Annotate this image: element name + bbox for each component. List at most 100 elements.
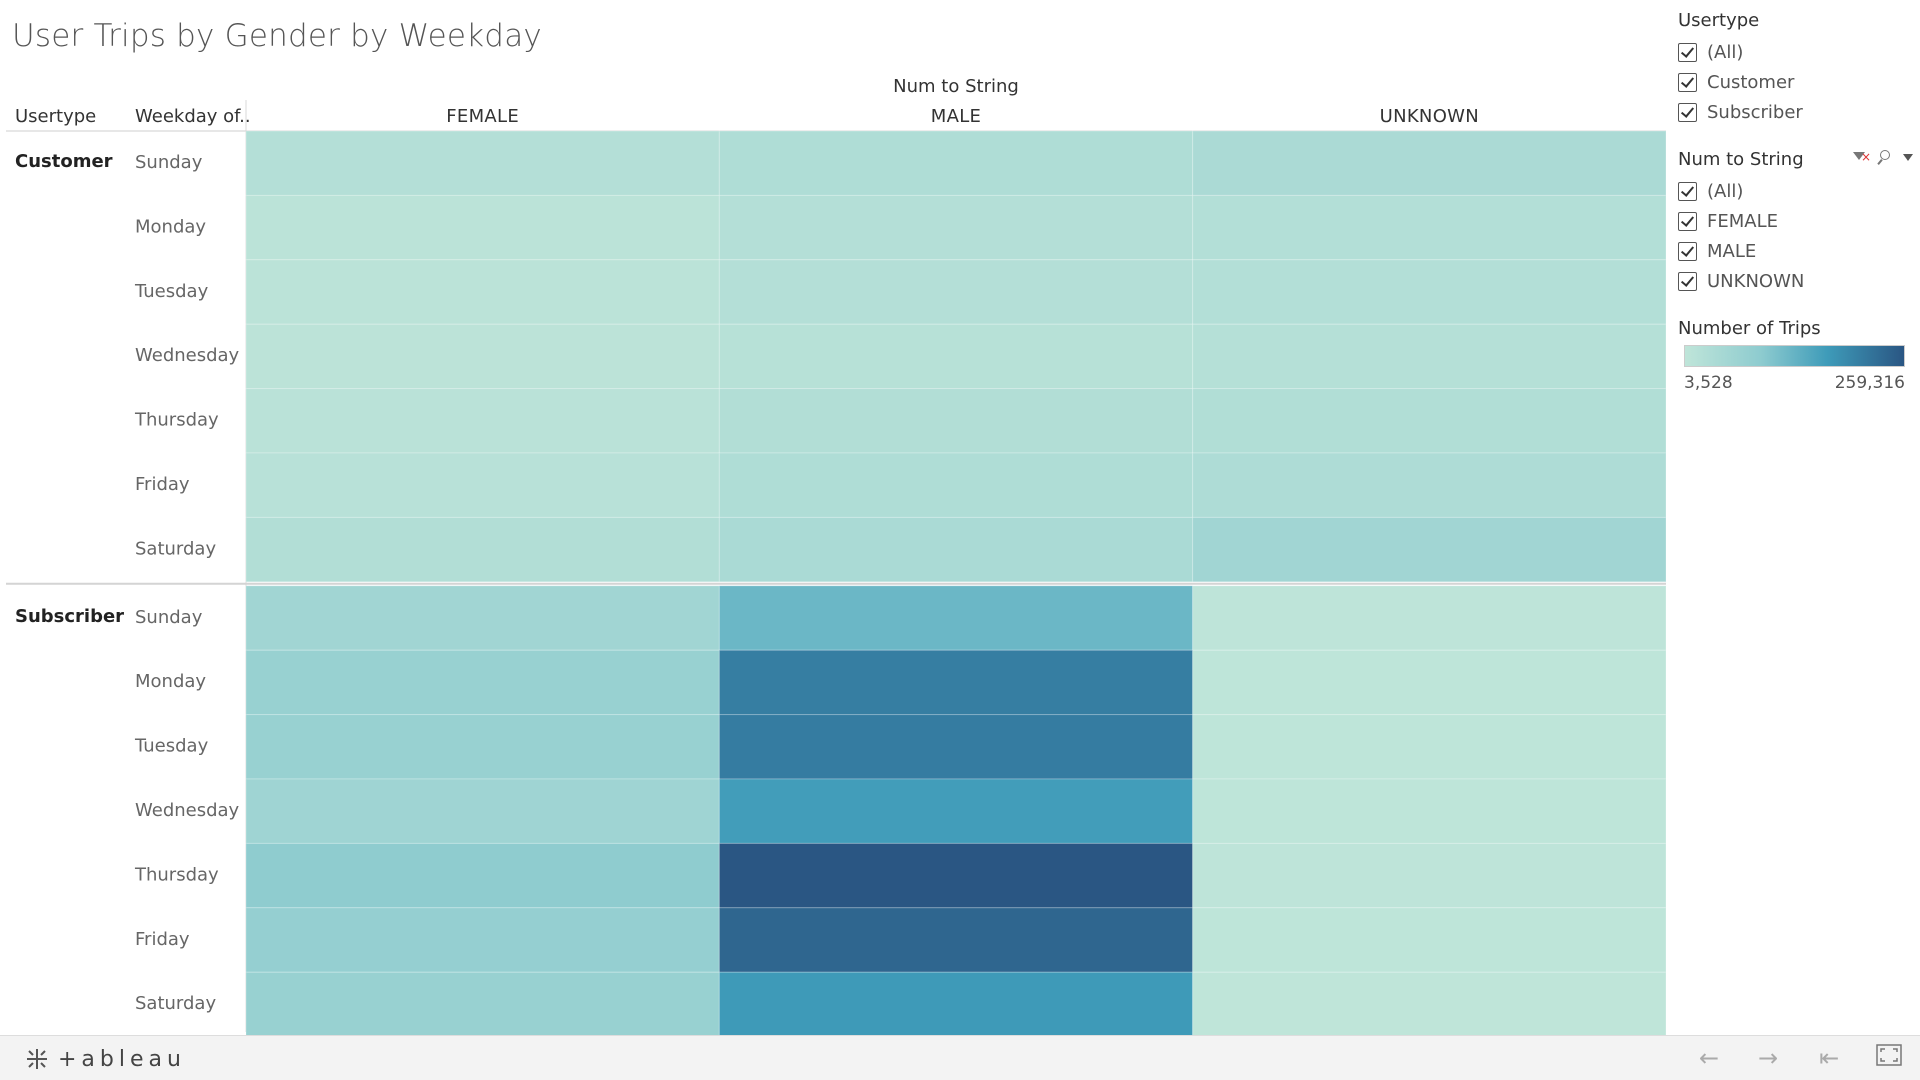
heatmap-cell[interactable]: Subscriber / Saturday / MALE: 175,000 [718, 971, 1194, 1035]
redo-icon[interactable]: → [1757, 1044, 1779, 1072]
heatmap-chart[interactable]: Customer Sunday Customer / Sunday / FEMALE… [0, 0, 1920, 1035]
heatmap-cell[interactable]: Subscriber / Sunday / MALE: 125,000 [718, 585, 1194, 651]
heatmap-cell[interactable]: Subscriber / Wednesday / UNKNOWN: 5,000 [1192, 778, 1667, 844]
heatmap-cell[interactable]: Customer / Friday / FEMALE: 16,000 [245, 452, 720, 518]
heatmap-cell[interactable]: Subscriber / Monday / MALE: 210,000 [718, 649, 1194, 716]
legend-range: 3,528 259,316 [1684, 373, 1905, 393]
heatmap-cell[interactable]: Customer / Sunday / MALE: 30,000 [718, 130, 1194, 196]
weekday-label: Saturday [135, 993, 216, 1014]
weekday-label: Saturday [135, 538, 216, 559]
bottom-toolbar: +ableau ← → ⇤ [0, 1035, 1920, 1080]
filter-option[interactable]: (All) [1678, 37, 1918, 67]
filter-option[interactable]: Subscriber [1678, 97, 1918, 127]
heatmap-cell[interactable]: Subscriber / Tuesday / FEMALE: 70,000 [245, 714, 720, 780]
weekday-label: Thursday [134, 410, 219, 431]
tableau-logo-icon [27, 1049, 47, 1069]
weekday-label: Monday [135, 216, 206, 237]
heatmap-cell[interactable]: Customer / Friday / UNKNOWN: 32,000 [1192, 452, 1667, 518]
heatmap-cell[interactable]: Customer / Friday / MALE: 30,000 [718, 452, 1194, 518]
tableau-logo[interactable]: +ableau [24, 1046, 186, 1072]
heatmap-cell[interactable]: Customer / Saturday / UNKNOWN: 55,000 [1192, 516, 1667, 583]
weekday-label: Thursday [134, 864, 219, 885]
heatmap-cell[interactable]: Customer / Tuesday / MALE: 23,000 [718, 259, 1194, 325]
undo-icon[interactable]: ← [1698, 1044, 1720, 1072]
checkbox-checked-icon[interactable] [1678, 271, 1697, 291]
heatmap-cell[interactable]: Customer / Wednesday / UNKNOWN: 20,000 [1192, 323, 1667, 390]
heatmap-cell[interactable]: Subscriber / Sunday / UNKNOWN: 6,000 [1192, 585, 1667, 651]
heatmap-cell[interactable]: Subscriber / Tuesday / MALE: 212,000 [718, 714, 1194, 780]
heatmap-cell[interactable]: Subscriber / Friday / UNKNOWN: 5,000 [1192, 907, 1667, 973]
fullscreen-icon-shape [1876, 1044, 1902, 1066]
color-legend: Number of Trips 3,528 259,316 [1678, 318, 1918, 393]
heatmap-cell[interactable]: Subscriber / Sunday / FEMALE: 55,000 [245, 585, 720, 651]
legend-max-label: 259,316 [1834, 373, 1905, 393]
filter-num-to-string: Num to String (All) FEMALE MALE UNKNOWN [1678, 149, 1918, 296]
heatmap-cell[interactable]: Customer / Wednesday / FEMALE: 9,000 [245, 323, 720, 390]
filter-option[interactable]: (All) [1678, 176, 1918, 206]
weekday-label: Wednesday [135, 800, 240, 821]
row-header-usertype[interactable]: Usertype [15, 106, 97, 127]
page-title: User Trips by Gender by Weekday [12, 18, 542, 54]
filter-option[interactable]: FEMALE [1678, 206, 1918, 236]
filter-option-label: FEMALE [1707, 210, 1778, 232]
fullscreen-icon[interactable] [1874, 1044, 1904, 1072]
heatmap-cell[interactable]: Customer / Tuesday / FEMALE: 10,000 [245, 259, 720, 325]
heatmap-cell[interactable]: Customer / Monday / UNKNOWN: 24,000 [1192, 194, 1667, 261]
heatmap-cell[interactable]: Customer / Sunday / FEMALE: 22,000 [245, 130, 720, 196]
checkbox-checked-icon[interactable] [1678, 102, 1697, 122]
heatmap-cell[interactable]: Subscriber / Monday / UNKNOWN: 5,000 [1192, 649, 1667, 716]
search-icon[interactable] [1876, 149, 1892, 165]
heatmap-cell[interactable]: Subscriber / Friday / MALE: 240,000 [718, 907, 1194, 973]
clear-filter-icon[interactable] [1852, 149, 1871, 165]
weekday-label: Wednesday [135, 345, 240, 366]
row-header-weekday[interactable]: Weekday of.. [135, 106, 251, 127]
filter-option-label: (All) [1707, 180, 1744, 202]
heatmap-cell[interactable]: Customer / Tuesday / UNKNOWN: 24,000 [1192, 259, 1667, 325]
column-header-female[interactable]: FEMALE [446, 106, 520, 127]
heatmap-cell[interactable]: Subscriber / Thursday / UNKNOWN: 6,000 [1192, 842, 1667, 909]
heatmap-cell[interactable]: Customer / Thursday / MALE: 26,000 [718, 388, 1194, 454]
checkbox-checked-icon[interactable] [1678, 42, 1697, 62]
weekday-label: Tuesday [134, 281, 209, 302]
checkbox-checked-icon[interactable] [1678, 181, 1697, 201]
heatmap-cell[interactable]: Customer / Wednesday / MALE: 18,000 [718, 323, 1194, 390]
heatmap-cell[interactable]: Customer / Monday / MALE: 22,000 [718, 194, 1194, 261]
heatmap-cell[interactable]: Customer / Thursday / FEMALE: 12,000 [245, 388, 720, 454]
weekday-label: Friday [135, 474, 190, 495]
group-label: Subscriber [15, 606, 124, 627]
filter-option-label: Subscriber [1707, 101, 1803, 123]
column-header-male[interactable]: MALE [930, 106, 982, 127]
column-field-label[interactable]: Num to String [893, 76, 1019, 97]
filter-option[interactable]: Customer [1678, 67, 1918, 97]
heatmap-cell[interactable]: Subscriber / Wednesday / MALE: 170,000 [718, 778, 1194, 844]
filter-option[interactable]: MALE [1678, 236, 1918, 266]
filter-usertype-title: Usertype [1678, 10, 1760, 31]
filter-usertype: Usertype (All) Customer Subscriber [1678, 10, 1918, 127]
filter-tools [1852, 149, 1916, 165]
tableau-logo-text: +ableau [58, 1046, 186, 1072]
heatmap-cell[interactable]: Customer / Thursday / UNKNOWN: 28,000 [1192, 388, 1667, 454]
checkbox-checked-icon[interactable] [1678, 72, 1697, 92]
column-header-unknown[interactable]: UNKNOWN [1379, 106, 1480, 127]
filter-option-label: UNKNOWN [1707, 270, 1805, 292]
heatmap-cell[interactable]: Subscriber / Thursday / MALE: 259,316 [718, 842, 1194, 909]
heatmap-cell[interactable]: Subscriber / Friday / FEMALE: 75,000 [245, 907, 720, 973]
revert-icon[interactable]: ⇤ [1818, 1044, 1840, 1072]
heatmap-cell[interactable]: Subscriber / Tuesday / UNKNOWN: 5,000 [1192, 714, 1667, 780]
dropdown-menu-icon[interactable] [1900, 149, 1916, 165]
weekday-label: Friday [135, 929, 190, 950]
heatmap-cell[interactable]: Subscriber / Monday / FEMALE: 70,000 [245, 649, 720, 716]
heatmap-cell[interactable]: Customer / Saturday / MALE: 40,000 [718, 516, 1194, 583]
checkbox-checked-icon[interactable] [1678, 241, 1697, 261]
filter-option[interactable]: UNKNOWN [1678, 266, 1918, 296]
heatmap-cell[interactable]: Subscriber / Thursday / FEMALE: 85,000 [245, 842, 720, 909]
filter-num-to-string-title: Num to String [1678, 149, 1918, 170]
heatmap-cell[interactable]: Customer / Monday / FEMALE: 10,000 [245, 194, 720, 261]
group-label: Customer [15, 151, 113, 172]
heatmap-cell[interactable]: Subscriber / Saturday / FEMALE: 70,000 [245, 971, 720, 1035]
heatmap-cell[interactable]: Customer / Sunday / UNKNOWN: 38,000 [1192, 130, 1667, 196]
heatmap-cell[interactable]: Subscriber / Wednesday / FEMALE: 58,000 [245, 778, 720, 844]
checkbox-checked-icon[interactable] [1678, 211, 1697, 231]
heatmap-cell[interactable]: Subscriber / Saturday / UNKNOWN: 3,528 [1192, 971, 1667, 1035]
heatmap-cell[interactable]: Customer / Saturday / FEMALE: 26,000 [245, 516, 720, 583]
